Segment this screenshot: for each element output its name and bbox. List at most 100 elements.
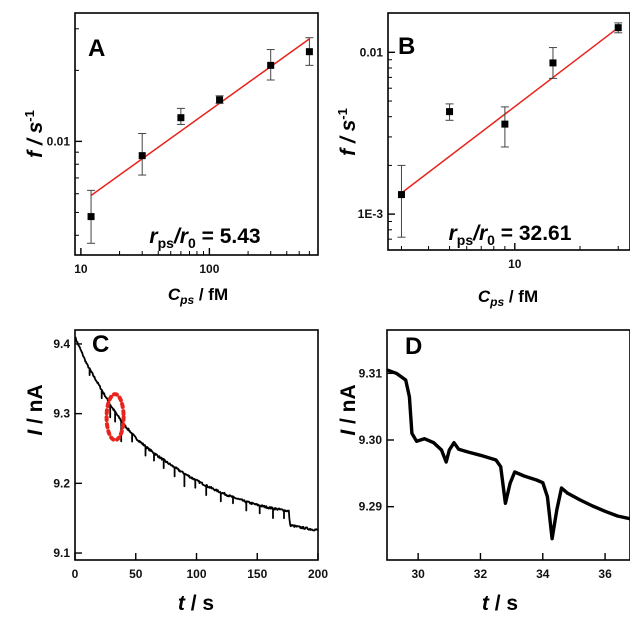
- ratio-annotation: rps/r0 = 32.61: [449, 222, 572, 248]
- y-axis-label-main: f / s: [24, 122, 47, 158]
- y-tick-label: 0.01: [47, 134, 71, 148]
- fit-line: [401, 27, 619, 194]
- point-marker: [501, 120, 509, 128]
- x-tick-label: 36: [598, 567, 612, 581]
- point-marker: [614, 24, 622, 32]
- x-tick-label: 100: [199, 262, 219, 276]
- x-axis-label: Cps / fM: [478, 287, 538, 309]
- point-marker: [549, 59, 557, 67]
- x-axis-label-unit: / fM: [194, 285, 228, 304]
- point-marker: [305, 48, 313, 56]
- point-marker: [177, 114, 185, 122]
- y-tick-label: 0.01: [360, 45, 384, 59]
- y-tick-label: 9.2: [53, 476, 70, 490]
- x-axis-label-unit: / s: [185, 592, 214, 615]
- ratio-slash-r: /r: [472, 222, 489, 245]
- ratio-sub-0: 0: [487, 232, 495, 248]
- data-point: [397, 164, 406, 238]
- y-axis-label: I / nA: [24, 384, 47, 435]
- point-marker: [267, 61, 275, 69]
- data-point: [500, 106, 509, 148]
- panel-label: C: [92, 331, 109, 358]
- y-tick-label: 9.31: [359, 366, 383, 380]
- x-axis-label: Cps / fM: [168, 285, 228, 307]
- x-tick-label: 32: [474, 567, 488, 581]
- data-point: [445, 103, 454, 121]
- y-tick-label: 9.30: [359, 433, 383, 447]
- y-axis-label-sup: -1: [22, 110, 37, 122]
- axes-frame: [74, 329, 319, 561]
- data-point: [266, 49, 275, 81]
- data-point: [305, 37, 314, 66]
- x-axis-label-main: C: [478, 287, 491, 306]
- ratio-slash-r: /r: [173, 225, 190, 248]
- panel-C: 0 50 100 150 200 9.1 9.2 9.3 9.4 Ct / s I / nA: [24, 329, 328, 615]
- plot-area-C: [75, 336, 318, 532]
- y-axis-label-unit: / nA: [24, 384, 47, 430]
- y-axis-label-var: I: [24, 429, 47, 436]
- x-tick-label: 200: [308, 567, 328, 581]
- current-trace: [387, 368, 630, 541]
- x-tick-label: 150: [247, 567, 267, 581]
- x-axis-label-unit: / s: [489, 592, 518, 615]
- x-tick-label: 34: [536, 567, 550, 581]
- x-tick-label: 10: [508, 257, 522, 271]
- ratio-value: = 32.61: [495, 222, 572, 245]
- panel-label: B: [398, 33, 415, 60]
- data-point: [215, 95, 224, 104]
- y-tick-label: 9.3: [53, 407, 70, 421]
- data-point: [548, 47, 557, 79]
- plot-area-D: [387, 368, 630, 541]
- point-marker: [87, 213, 95, 221]
- y-axis-label: I / nA: [337, 384, 360, 435]
- x-axis-label-sub: ps: [179, 293, 194, 307]
- axes-frame: [74, 12, 319, 256]
- y-tick-label: 1E-3: [358, 207, 384, 221]
- ratio-r: r: [449, 222, 459, 245]
- y-axis-label-main: f / s: [337, 120, 360, 156]
- axes-frame: [386, 329, 630, 561]
- y-tick-label: 9.4: [53, 337, 70, 351]
- data-point: [138, 132, 147, 176]
- x-axis-label-sub: ps: [489, 295, 504, 309]
- plot-area-A: [87, 37, 314, 244]
- current-trace: [75, 336, 318, 532]
- x-axis-label: t / s: [482, 592, 518, 615]
- y-axis-label-unit: / nA: [337, 384, 360, 430]
- y-axis-label: f / s-1: [335, 108, 360, 156]
- x-tick-label: 50: [129, 567, 143, 581]
- ratio-value: = 5.43: [196, 225, 261, 248]
- point-marker: [397, 191, 405, 199]
- x-axis-label-main: C: [168, 285, 181, 304]
- y-tick-label: 9.1: [53, 546, 70, 560]
- plot-area-B: [397, 22, 623, 238]
- ratio-r: r: [149, 225, 159, 248]
- y-axis-label: f / s-1: [22, 110, 47, 158]
- data-point: [614, 22, 623, 34]
- data-point: [176, 107, 185, 125]
- highlight-ellipse: [104, 392, 126, 443]
- point-marker: [446, 108, 454, 116]
- ratio-sub-0: 0: [188, 235, 196, 251]
- y-axis-label-sup: -1: [335, 108, 350, 120]
- x-tick-label: 10: [74, 262, 88, 276]
- point-marker: [216, 96, 224, 104]
- panel-label: A: [88, 35, 105, 62]
- point-marker: [138, 152, 146, 160]
- panel-label: D: [405, 333, 422, 360]
- axes-frame: [387, 12, 630, 251]
- data-point: [87, 189, 96, 244]
- x-axis-label-var: t: [482, 592, 490, 615]
- y-tick-label: 9.29: [359, 500, 383, 514]
- x-tick-label: 0: [72, 567, 79, 581]
- panel-D: 30 32 34 36 9.29 9.30 9.31 Dt / s I / nA: [337, 329, 630, 615]
- x-axis-label: t / s: [178, 592, 214, 615]
- fit-line: [90, 38, 310, 197]
- x-tick-label: 100: [186, 567, 206, 581]
- panel-A: 10 100 0.01 Ar ps/r0 = 5.43 Cps / fM f / s-1: [22, 12, 319, 307]
- x-tick-label: 30: [411, 567, 425, 581]
- panel-B: 10 1E-3 0.01 Br ps/r0 = 32.61 Cps / fM f / s-1: [335, 12, 630, 309]
- ratio-annotation: rps/r0 = 5.43: [149, 225, 260, 251]
- x-axis-label-unit: / fM: [504, 287, 538, 306]
